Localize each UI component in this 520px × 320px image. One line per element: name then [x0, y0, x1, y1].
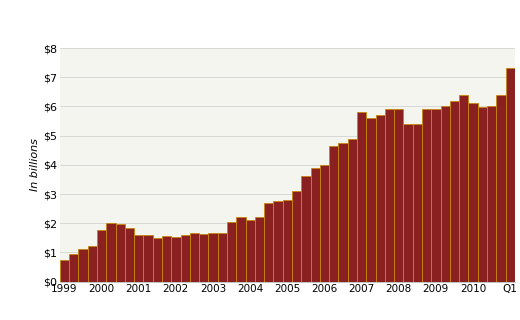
Bar [218, 233, 227, 282]
Bar [487, 106, 496, 282]
Bar [125, 228, 134, 282]
Bar [292, 191, 301, 282]
Bar [450, 100, 459, 282]
Bar [431, 109, 440, 282]
Bar [505, 68, 515, 282]
Bar [459, 95, 469, 282]
Bar [69, 254, 79, 282]
Bar [264, 203, 274, 282]
Bar [115, 224, 125, 282]
Bar [97, 230, 106, 282]
Bar [440, 106, 450, 282]
Bar [153, 238, 162, 282]
Bar [171, 237, 180, 282]
Bar [144, 235, 153, 282]
Bar [106, 223, 115, 282]
Bar [348, 139, 357, 282]
Bar [209, 233, 218, 282]
Bar [283, 200, 292, 282]
Bar [339, 143, 348, 282]
Bar [301, 176, 310, 282]
Bar [162, 236, 171, 282]
Bar [274, 201, 283, 282]
Bar [79, 249, 88, 282]
Bar [375, 115, 385, 282]
Bar [478, 107, 487, 282]
Bar [134, 235, 144, 282]
Bar [496, 95, 505, 282]
Bar [366, 118, 375, 282]
Bar [357, 112, 366, 282]
Bar [88, 246, 97, 282]
Bar [227, 222, 236, 282]
Bar [236, 217, 245, 282]
Bar [413, 124, 422, 282]
Bar [199, 234, 209, 282]
Bar [180, 235, 190, 282]
Bar [255, 217, 264, 282]
Bar [329, 146, 339, 282]
Bar [404, 124, 413, 282]
Y-axis label: In billions: In billions [30, 138, 40, 191]
Bar [422, 109, 431, 282]
Text: Quarterly Revenue Growth Trends, In billions — 1999-2010: Quarterly Revenue Growth Trends, In bill… [5, 14, 444, 27]
Bar [469, 103, 478, 282]
Bar [245, 220, 255, 282]
Bar [320, 165, 329, 282]
Bar [190, 233, 199, 282]
Bar [385, 109, 394, 282]
Bar [394, 109, 404, 282]
Bar [310, 168, 320, 282]
Bar [60, 260, 69, 282]
